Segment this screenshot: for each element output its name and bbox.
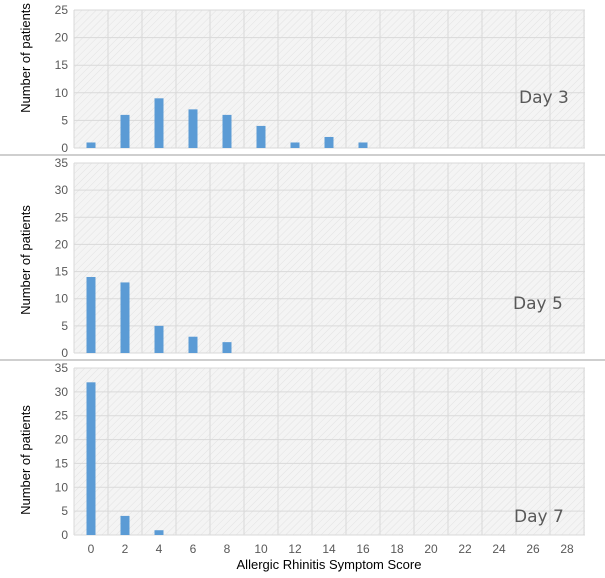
y-tick-label: 5 bbox=[61, 319, 68, 333]
panel-label-day-5: Day 5 bbox=[513, 294, 563, 314]
y-tick-label: 0 bbox=[61, 528, 68, 542]
y-tick-label: 5 bbox=[61, 113, 68, 127]
bar bbox=[120, 515, 130, 535]
x-tick-label: 8 bbox=[224, 542, 231, 556]
panel-day-3: 0 5 10 15 20 25 bbox=[55, 3, 585, 155]
bar bbox=[188, 109, 198, 148]
x-tick-label: 6 bbox=[190, 542, 197, 556]
plot-area bbox=[74, 10, 585, 148]
y-tick-label: 10 bbox=[55, 292, 69, 306]
y-tick-label: 20 bbox=[55, 433, 69, 447]
y-tick-label: 15 bbox=[55, 58, 69, 72]
x-tick-label: 16 bbox=[356, 542, 370, 556]
bar bbox=[256, 125, 266, 148]
x-tick-label: 0 bbox=[88, 542, 95, 556]
y-axis-title: Number of patients bbox=[18, 205, 33, 315]
x-tick-label: 10 bbox=[254, 542, 268, 556]
bar bbox=[86, 382, 96, 535]
panel-label-day-3: Day 3 bbox=[519, 88, 569, 108]
x-tick-label: 12 bbox=[288, 542, 302, 556]
x-tick-label: 24 bbox=[492, 542, 506, 556]
x-tick-label: 14 bbox=[322, 542, 336, 556]
x-tick-label: 2 bbox=[122, 542, 129, 556]
bar bbox=[154, 325, 164, 353]
panel-day-5: 0 5 10 15 20 25 30 35 bbox=[55, 156, 585, 360]
y-tick-label: 20 bbox=[55, 31, 69, 45]
y-tick-label: 0 bbox=[61, 141, 68, 155]
y-tick-label: 10 bbox=[55, 480, 69, 494]
y-tick-label: 30 bbox=[55, 385, 69, 399]
x-tick-label: 20 bbox=[424, 542, 438, 556]
bar bbox=[120, 282, 130, 353]
y-tick-label: 20 bbox=[55, 237, 69, 251]
bar bbox=[222, 342, 232, 353]
y-tick-label: 35 bbox=[55, 156, 69, 170]
y-tick-label: 25 bbox=[55, 3, 69, 17]
y-tick-label: 15 bbox=[55, 456, 69, 470]
plot-area bbox=[74, 368, 585, 535]
y-tick-label: 0 bbox=[61, 346, 68, 360]
bar bbox=[86, 142, 96, 148]
y-tick-label: 30 bbox=[55, 183, 69, 197]
bar bbox=[222, 114, 232, 148]
bar bbox=[120, 114, 130, 148]
x-tick-label: 26 bbox=[526, 542, 540, 556]
bar bbox=[290, 142, 300, 148]
y-axis-title: Number of patients bbox=[18, 3, 33, 113]
bar bbox=[188, 336, 198, 353]
bar bbox=[324, 136, 334, 148]
y-tick-label: 15 bbox=[55, 265, 69, 279]
x-tick-label: 22 bbox=[458, 542, 472, 556]
y-tick-label: 25 bbox=[55, 409, 69, 423]
y-tick-label: 10 bbox=[55, 86, 69, 100]
x-tick-label: 28 bbox=[560, 542, 574, 556]
bar bbox=[154, 98, 164, 148]
plot-area bbox=[74, 163, 585, 353]
panel-label-day-7: Day 7 bbox=[514, 507, 564, 527]
bar bbox=[154, 530, 164, 535]
y-tick-label: 35 bbox=[55, 361, 69, 375]
y-tick-label: 25 bbox=[55, 210, 69, 224]
y-tick-label: 5 bbox=[61, 504, 68, 518]
bar bbox=[86, 277, 96, 353]
x-tick-label: 4 bbox=[156, 542, 163, 556]
x-axis-title: Allergic Rhinitis Symptom Score bbox=[237, 557, 422, 572]
bar bbox=[358, 142, 368, 148]
x-tick-label: 18 bbox=[390, 542, 404, 556]
y-axis-title: Number of patients bbox=[18, 405, 33, 515]
